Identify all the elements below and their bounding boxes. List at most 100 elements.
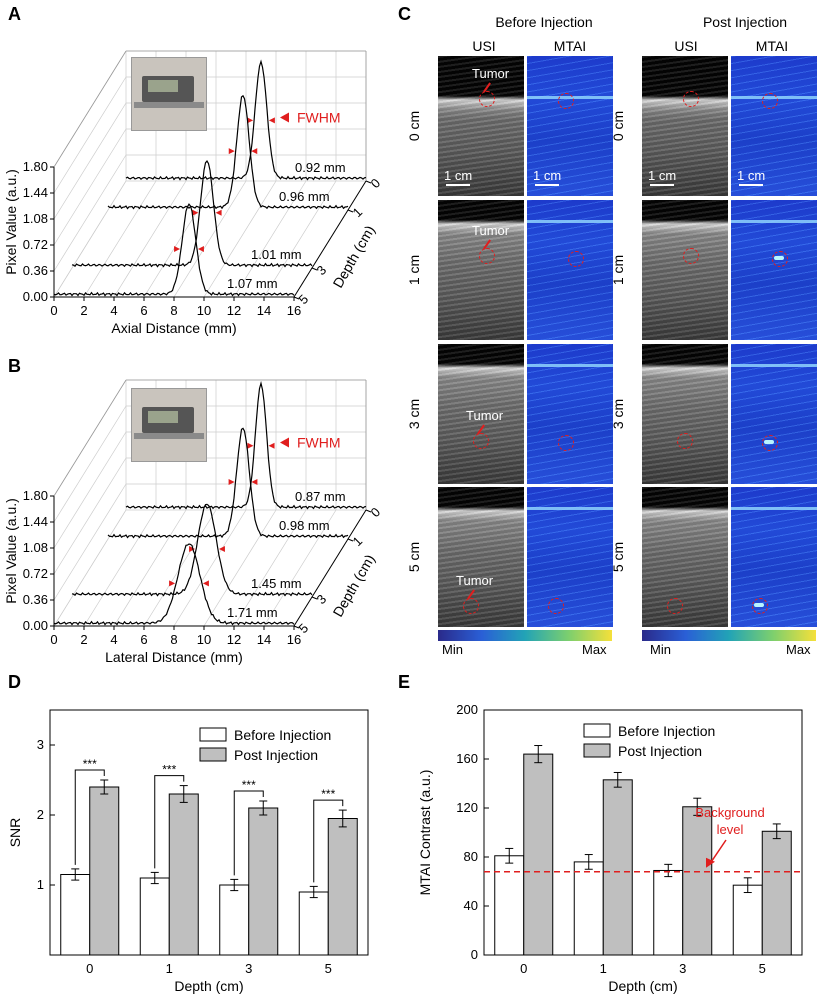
grid-line <box>173 509 247 627</box>
mtai-hotspot <box>774 256 784 260</box>
grid-line <box>53 431 127 549</box>
tumor-region-circle <box>677 433 693 449</box>
grid-line <box>53 509 127 627</box>
tumor-region-circle <box>762 93 778 109</box>
bar-before <box>653 869 684 956</box>
scale-bar-line <box>535 184 559 186</box>
bar-post <box>523 753 554 956</box>
depth-tick-label: 3 <box>314 262 330 278</box>
legend-swatch <box>583 723 611 738</box>
significance-marker: *** <box>321 787 335 801</box>
grid-line <box>53 128 127 246</box>
profile-curve <box>53 203 295 297</box>
x-tick-label: 16 <box>287 632 301 647</box>
grid-line <box>53 180 127 298</box>
x-tick-label: 12 <box>227 303 241 318</box>
grid-line <box>233 180 307 298</box>
grid-line <box>83 180 157 298</box>
tumor-region-circle <box>752 598 768 614</box>
panel-label-e: E <box>398 672 411 692</box>
grid-line <box>143 180 217 298</box>
profile-curve <box>107 94 349 210</box>
col-title-mtai-post: MTAI <box>755 38 789 54</box>
bar-post <box>248 807 279 956</box>
x-axis-label: Depth (cm) <box>174 978 243 994</box>
row-label-before: 0 cm <box>406 110 422 142</box>
mtai-image: 1 cm <box>731 56 817 196</box>
grid-line <box>173 180 247 298</box>
depth-tick <box>293 296 300 300</box>
x-tick-label: 6 <box>140 632 147 647</box>
grid-line <box>203 509 277 627</box>
y-tick-label: 1.08 <box>23 211 48 226</box>
depth-tick-label: 0 <box>368 175 384 191</box>
x-tick-label: 3 <box>245 961 252 976</box>
depth-axis-label: Depth (cm) <box>329 552 377 620</box>
x-tick-label: 8 <box>170 303 177 318</box>
mtai-image <box>731 487 817 627</box>
y-tick-label: 0.00 <box>23 618 48 633</box>
colorbar-before <box>438 630 612 641</box>
depth-axis <box>293 180 367 298</box>
profile-curve <box>125 380 367 510</box>
x-tick-label: 10 <box>197 632 211 647</box>
caliper-photo-b <box>131 388 207 462</box>
x-tick-label: 5 <box>759 961 766 976</box>
x-tick-label: 8 <box>170 632 177 647</box>
legend-swatch <box>583 743 611 758</box>
scale-bar-line <box>739 184 763 186</box>
fwhm-arrow <box>169 580 176 587</box>
tumor-region-circle <box>463 598 479 614</box>
fwhm-arrow <box>218 545 225 552</box>
fwhm-arrow <box>202 580 209 587</box>
significance-marker: *** <box>242 778 256 792</box>
significance-marker: *** <box>162 763 176 777</box>
x-tick-label: 0 <box>50 303 57 318</box>
panel-label-c: C <box>398 4 411 24</box>
y-tick-label: 2 <box>37 807 44 822</box>
mtai-image <box>527 200 613 340</box>
y-tick-label: 1.44 <box>23 185 48 200</box>
usi-image: Tumor <box>438 200 524 340</box>
fwhm-arrow <box>228 478 235 485</box>
y-tick-label: 160 <box>456 751 478 766</box>
mtai-hotspot <box>754 603 764 607</box>
grid-line <box>113 509 187 627</box>
background-arrow-line <box>709 839 727 865</box>
grid-line <box>53 405 127 523</box>
profile-curve <box>125 59 367 181</box>
fwhm-arrow <box>174 245 181 252</box>
colorbar-min-before: Min <box>442 642 463 657</box>
legend-label: Before Injection <box>618 723 715 739</box>
mtai-hotspot <box>764 440 774 444</box>
tumor-region-circle <box>683 91 699 107</box>
fwhm-value-label: 1.45 mm <box>251 576 302 591</box>
depth-axis-label: Depth (cm) <box>329 223 377 291</box>
waterfall-chart-a: 0 2 4 6 8 10 12 14 160.000.360.721.081.441.80Axi… <box>3 50 384 336</box>
background-label-line2: level <box>717 822 744 837</box>
tumor-label: Tumor <box>466 408 504 423</box>
x-tick-label: 10 <box>197 303 211 318</box>
panel-label-b: B <box>8 356 21 376</box>
row-label-before: 3 cm <box>406 398 422 430</box>
x-tick-label: 6 <box>140 303 147 318</box>
depth-axis <box>293 509 367 627</box>
depth-tick <box>365 180 372 184</box>
depth-tick-label: 1 <box>350 533 366 549</box>
usi-image: Tumor 1 cm <box>438 56 524 196</box>
fwhm-arrow <box>215 209 222 216</box>
y-tick-label: 1.80 <box>23 159 48 174</box>
x-axis-label: Depth (cm) <box>608 978 677 994</box>
usi-image <box>642 487 728 627</box>
fwhm-value-label: 1.01 mm <box>251 247 302 262</box>
profile-curve <box>107 427 349 539</box>
scale-bar-line <box>650 184 674 186</box>
grid-line <box>233 509 307 627</box>
bar-before <box>139 877 170 956</box>
depth-tick <box>347 538 354 542</box>
fwhm-value-label: 1.07 mm <box>227 276 278 291</box>
fwhm-value-label: 1.71 mm <box>227 605 278 620</box>
tumor-region-circle <box>762 435 778 451</box>
plot-frame <box>483 709 803 956</box>
depth-tick-label: 1 <box>350 204 366 220</box>
